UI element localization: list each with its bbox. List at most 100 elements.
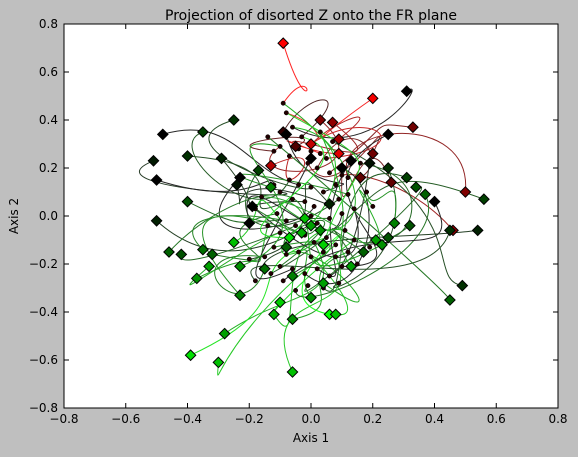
start-point	[293, 223, 299, 229]
endpoint-marker	[332, 133, 345, 146]
start-point	[323, 235, 329, 241]
start-point	[305, 283, 311, 289]
trajectory-line	[267, 136, 451, 301]
start-point	[252, 278, 258, 284]
start-point	[339, 211, 345, 217]
start-point	[333, 242, 339, 248]
x-tick-label: 0.8	[548, 412, 567, 426]
trajectory-line	[162, 129, 299, 186]
endpoint-marker	[305, 291, 317, 304]
start-point	[327, 170, 332, 176]
trajectory-line	[292, 251, 349, 320]
start-point	[286, 177, 292, 183]
endpoint-marker	[403, 219, 416, 232]
start-point	[345, 175, 351, 181]
trajectory-line	[255, 158, 312, 280]
start-point	[311, 239, 317, 245]
x-axis-label: Axis 1	[293, 431, 329, 445]
start-point	[351, 237, 357, 243]
x-tick-label: 0.2	[363, 412, 382, 426]
endpoint-marker	[456, 279, 469, 292]
start-point	[246, 256, 252, 262]
x-tick-label: −0.8	[49, 412, 78, 426]
trajectory-line	[332, 141, 463, 287]
endpoint-marker	[218, 327, 231, 340]
y-tick-label: −0.4	[29, 305, 58, 319]
endpoint-marker	[234, 260, 246, 273]
trajectory-line	[292, 126, 336, 234]
start-point	[342, 227, 348, 233]
start-point	[345, 249, 351, 255]
endpoint-marker	[323, 198, 336, 210]
endpoint-marker	[400, 171, 413, 184]
start-point	[364, 189, 370, 195]
endpoint-marker	[388, 217, 401, 230]
trajectory-line	[310, 127, 382, 159]
start-point	[330, 139, 336, 145]
start-point	[296, 249, 302, 255]
trajectory-line	[270, 180, 485, 275]
endpoint-marker	[264, 181, 277, 194]
x-tick-label: 0.0	[301, 412, 320, 426]
endpoint-marker	[268, 308, 280, 321]
trajectory-line	[292, 88, 413, 139]
endpoint-marker	[212, 356, 225, 369]
start-point	[280, 100, 286, 106]
endpoint-marker	[329, 308, 342, 321]
start-point	[271, 148, 277, 154]
trajectory-line	[180, 225, 297, 261]
trajectory-line	[285, 134, 345, 193]
endpoint-marker	[400, 85, 413, 98]
trajectory-line	[255, 208, 364, 253]
start-point	[323, 155, 329, 161]
endpoint-marker	[286, 270, 299, 282]
endpoint-marker	[150, 214, 163, 227]
start-point	[277, 189, 283, 195]
start-point	[259, 194, 265, 200]
endpoint-marker	[366, 147, 379, 160]
endpoint-marker	[252, 164, 265, 177]
start-point	[283, 218, 289, 224]
endpoint-marker	[215, 152, 228, 165]
y-tick-label: 0.8	[39, 17, 58, 31]
endpoint-marker	[295, 226, 308, 239]
x-tick-label: −0.6	[111, 412, 140, 426]
trajectory-line	[260, 136, 325, 239]
start-point	[274, 211, 280, 217]
endpoint-marker	[376, 238, 388, 251]
endpoint-marker	[382, 231, 395, 244]
endpoint-marker	[286, 313, 299, 326]
start-point	[314, 266, 320, 272]
trajectory-line	[168, 194, 306, 253]
y-axis-label: Axis 2	[7, 198, 21, 234]
start-point	[277, 230, 283, 236]
start-point	[357, 160, 363, 166]
x-tick-label: 0.6	[487, 412, 506, 426]
start-point	[302, 271, 308, 277]
start-point	[333, 254, 339, 260]
endpoint-marker	[298, 212, 311, 225]
endpoint-marker	[369, 234, 382, 246]
start-point	[336, 196, 342, 202]
trajectory-line	[249, 136, 305, 152]
endpoint-marker	[227, 236, 240, 249]
start-point	[339, 263, 345, 269]
endpoint-marker	[227, 114, 240, 126]
endpoint-marker	[156, 128, 169, 141]
endpoint-marker	[459, 186, 472, 198]
endpoint-marker	[326, 116, 339, 129]
endpoint-marker	[181, 150, 194, 162]
trajectory-line	[301, 234, 340, 315]
endpoint-marker	[335, 162, 348, 174]
start-point	[271, 244, 277, 250]
trajectory-line	[250, 230, 451, 282]
start-point	[290, 196, 295, 202]
endpoint-marker	[366, 92, 379, 105]
endpoint-marker	[206, 248, 219, 261]
start-point	[308, 213, 314, 219]
trajectory-line	[239, 173, 349, 195]
trajectory-line	[202, 215, 305, 296]
start-point	[277, 263, 283, 269]
endpoint-marker	[280, 241, 293, 254]
